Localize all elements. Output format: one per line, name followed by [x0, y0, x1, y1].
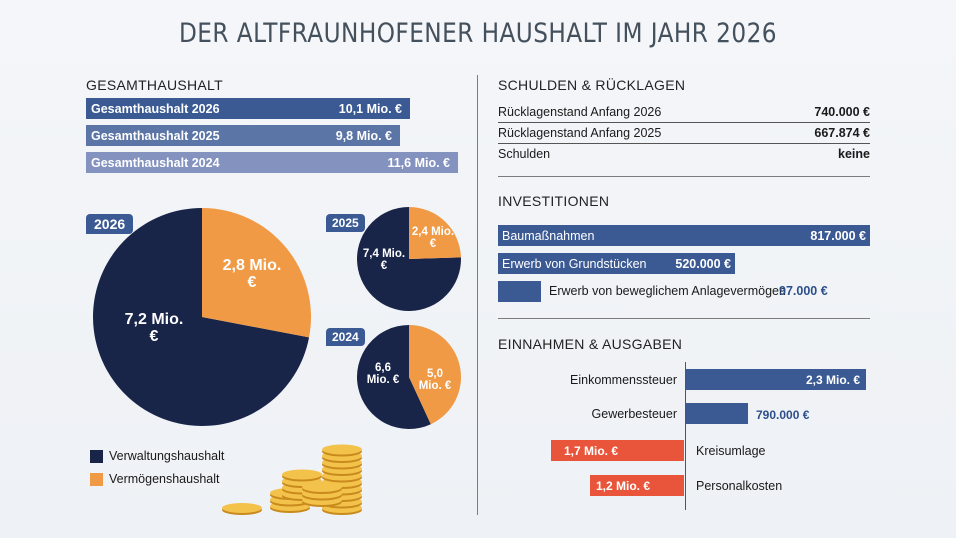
ea-bar-kreisumlage: 1,7 Mio. €: [551, 440, 684, 461]
ea-value: 1,7 Mio. €: [563, 443, 618, 458]
invest-bar: Erwerb von Grundstücken 520.000 €: [498, 253, 735, 274]
bar-value: 10,1 Mio. €: [338, 101, 402, 116]
pie-2025-slice-verwaltung: [357, 207, 462, 312]
pie-2024-vermoegen-label: 5,0 Mio. €: [418, 368, 452, 393]
schulden-heading: SCHULDEN & RÜCKLAGEN: [498, 77, 686, 93]
bar-label: Gesamthaushalt 2025: [91, 128, 220, 143]
bar-value: 9,8 Mio. €: [335, 128, 392, 143]
pie-2024-slice-vermoegen: [409, 325, 461, 425]
pie-2026-slice-verwaltung: [92, 208, 310, 426]
table-row: Rücklagenstand Anfang 2025 667.874 €: [498, 122, 870, 143]
ea-label: Gewerbesteuer: [591, 407, 677, 421]
pie-2024-verwaltung-label: 6,6 Mio. €: [366, 362, 400, 387]
legend-item-verwaltung: Verwaltungshaushalt: [90, 449, 224, 463]
investitionen-heading: INVESTITIONEN: [498, 193, 610, 209]
ea-value: 2,3 Mio. €: [805, 372, 860, 387]
row-divider: [498, 122, 870, 123]
table-row: Rücklagenstand Anfang 2026 740.000 €: [498, 101, 870, 122]
row-divider: [498, 143, 870, 144]
bar-label: Gesamthaushalt 2024: [91, 155, 220, 170]
gesamthaushalt-heading: GESAMTHAUSHALT: [86, 77, 223, 93]
invest-label: Erwerb von beweglichem Anlagevermögen: [549, 284, 786, 298]
coin-face: [282, 469, 322, 480]
coin-face: [222, 503, 262, 513]
pie-label-2024: 2024: [326, 328, 365, 346]
invest-bar: [498, 281, 541, 302]
invest-label: Erwerb von Grundstücken: [502, 256, 647, 271]
invest-value: 97.000 €: [779, 284, 828, 298]
ea-label: Einkommenssteuer: [570, 373, 677, 387]
divider-schulden: [498, 176, 870, 177]
row-value: 667.874 €: [814, 125, 870, 140]
legend-label: Vermögenshaushalt: [109, 472, 220, 486]
page-title: DER ALTFRAUNHOFENER HAUSHALT IM JAHR 202…: [178, 18, 777, 49]
divider-invest: [498, 318, 870, 319]
legend-label: Verwaltungshaushalt: [109, 449, 225, 463]
pie-label-2025: 2025: [326, 214, 365, 232]
ea-label: Personalkosten: [696, 479, 783, 493]
invest-bar: Baumaßnahmen 817.000 €: [498, 225, 870, 246]
row-label: Rücklagenstand Anfang 2026: [498, 104, 662, 119]
legend-item-vermoegen: Vermögenshaushalt: [90, 472, 220, 486]
ea-bar-einkommenssteuer: 2,3 Mio. €: [686, 369, 866, 390]
gesamthaushalt-bar: Gesamthaushalt 2026 10,1 Mio. €: [86, 98, 410, 119]
invest-label: Baumaßnahmen: [502, 228, 595, 243]
row-label: Rücklagenstand Anfang 2025: [498, 125, 662, 140]
pie-2026-vermoegen-label: 2,8 Mio. €: [222, 257, 282, 291]
row-value: keine: [838, 146, 870, 161]
bar-value: 11,6 Mio. €: [387, 155, 450, 170]
gesamthaushalt-bar: Gesamthaushalt 2024 11,6 Mio. €: [86, 152, 458, 173]
center-divider: [477, 75, 478, 515]
gesamthaushalt-bar: Gesamthaushalt 2025 9,8 Mio. €: [86, 125, 400, 146]
pie-2025-vermoegen-label: 2,4 Mio. €: [411, 226, 455, 251]
pie-2025-verwaltung-label: 7,4 Mio. €: [362, 248, 406, 273]
pie-2024-slice-verwaltung: [356, 325, 431, 429]
invest-value: 817.000 €: [810, 228, 866, 243]
ea-label: Kreisumlage: [696, 444, 766, 458]
pie-2025-slice-vermoegen: [409, 207, 461, 259]
legend-swatch: [90, 449, 103, 463]
ea-axis: [685, 362, 686, 510]
invest-value: 520.000 €: [675, 256, 731, 271]
legend-swatch: [90, 472, 103, 486]
coins-illustration: [222, 444, 362, 515]
pie-2026-slice-vermoegen: [202, 208, 311, 338]
coin-face: [322, 444, 362, 455]
ea-bar-gewerbesteuer: [686, 403, 748, 424]
row-label: Schulden: [498, 146, 551, 161]
einnahmen-ausgaben-heading: EINNAHMEN & AUSGABEN: [498, 336, 683, 352]
ea-bar-personalkosten: 1,2 Mio. €: [590, 475, 684, 496]
table-row: Schulden keine: [498, 143, 870, 164]
bar-label: Gesamthaushalt 2026: [91, 101, 220, 116]
pie-label-2026: 2026: [86, 214, 134, 234]
ea-value: 1,2 Mio. €: [595, 478, 650, 493]
row-value: 740.000 €: [814, 104, 870, 119]
ea-value: 790.000 €: [756, 408, 810, 422]
pie-2026-verwaltung-label: 7,2 Mio. €: [124, 311, 184, 345]
coin-face: [302, 482, 342, 492]
